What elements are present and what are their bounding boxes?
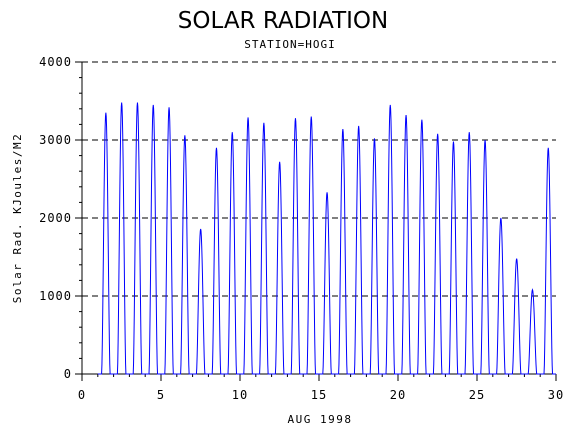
- radiation-curve-day-5: [161, 107, 177, 375]
- radiation-curve-day-22: [429, 133, 446, 375]
- radiation-curve-day-25: [477, 139, 493, 375]
- radiation-curve-day-18: [366, 138, 383, 375]
- radiation-curve-day-19: [382, 104, 398, 375]
- radiation-curve-day-1: [97, 112, 114, 375]
- y-axis-label: Solar Rad. KJoules/M2: [11, 133, 24, 304]
- x-axis-label: AUG 1998: [288, 413, 353, 426]
- radiation-curve-day-27: [508, 258, 525, 375]
- radiation-curve-day-12: [271, 161, 288, 375]
- y-tick-label-2000: 2000: [39, 211, 72, 225]
- x-tick-label-10: 10: [232, 388, 248, 402]
- radiation-curve-day-4: [145, 104, 161, 375]
- x-tick-label-15: 15: [311, 388, 327, 402]
- radiation-curve-day-7: [192, 228, 209, 375]
- radiation-curve-day-3: [129, 102, 146, 375]
- x-tick-label-0: 0: [78, 388, 86, 402]
- chart-subtitle: STATION=HOGI: [244, 38, 335, 51]
- x-tick-label-30: 30: [548, 388, 564, 402]
- y-tick-label-0: 0: [64, 367, 72, 381]
- radiation-curve-day-24: [461, 132, 477, 375]
- y-tick-label-1000: 1000: [39, 289, 72, 303]
- radiation-curve-day-21: [413, 119, 430, 375]
- radiation-curve-day-10: [240, 117, 256, 375]
- radiation-curve-day-26: [492, 217, 509, 375]
- radiation-curve-day-13: [287, 118, 304, 375]
- radiation-curve-day-20: [398, 114, 414, 375]
- y-tick-label-3000: 3000: [39, 133, 72, 147]
- radiation-curve-day-15: [319, 192, 335, 375]
- x-tick-label-20: 20: [390, 388, 406, 402]
- y-tick-label-4000: 4000: [39, 55, 72, 69]
- radiation-curve-day-17: [350, 125, 367, 375]
- x-tick-label-25: 25: [469, 388, 485, 402]
- radiation-curve-day-23: [445, 141, 462, 375]
- radiation-curve-day-11: [255, 122, 272, 375]
- radiation-curve-day-8: [208, 147, 225, 375]
- chart-title: SOLAR RADIATION: [178, 8, 388, 34]
- series-area: [97, 102, 556, 375]
- radiation-curve-day-16: [334, 129, 351, 375]
- radiation-curve-day-14: [303, 116, 319, 375]
- axes: 0 1000 2000 3000 4000 0 5 10 15 20 25 30: [39, 55, 564, 402]
- radiation-curve-day-29: [540, 147, 556, 375]
- radiation-curve-day-2: [113, 102, 130, 375]
- x-tick-label-5: 5: [157, 388, 165, 402]
- radiation-curve-day-6: [176, 135, 193, 375]
- radiation-curve-day-28: [524, 288, 541, 375]
- radiation-curve-day-9: [224, 132, 240, 375]
